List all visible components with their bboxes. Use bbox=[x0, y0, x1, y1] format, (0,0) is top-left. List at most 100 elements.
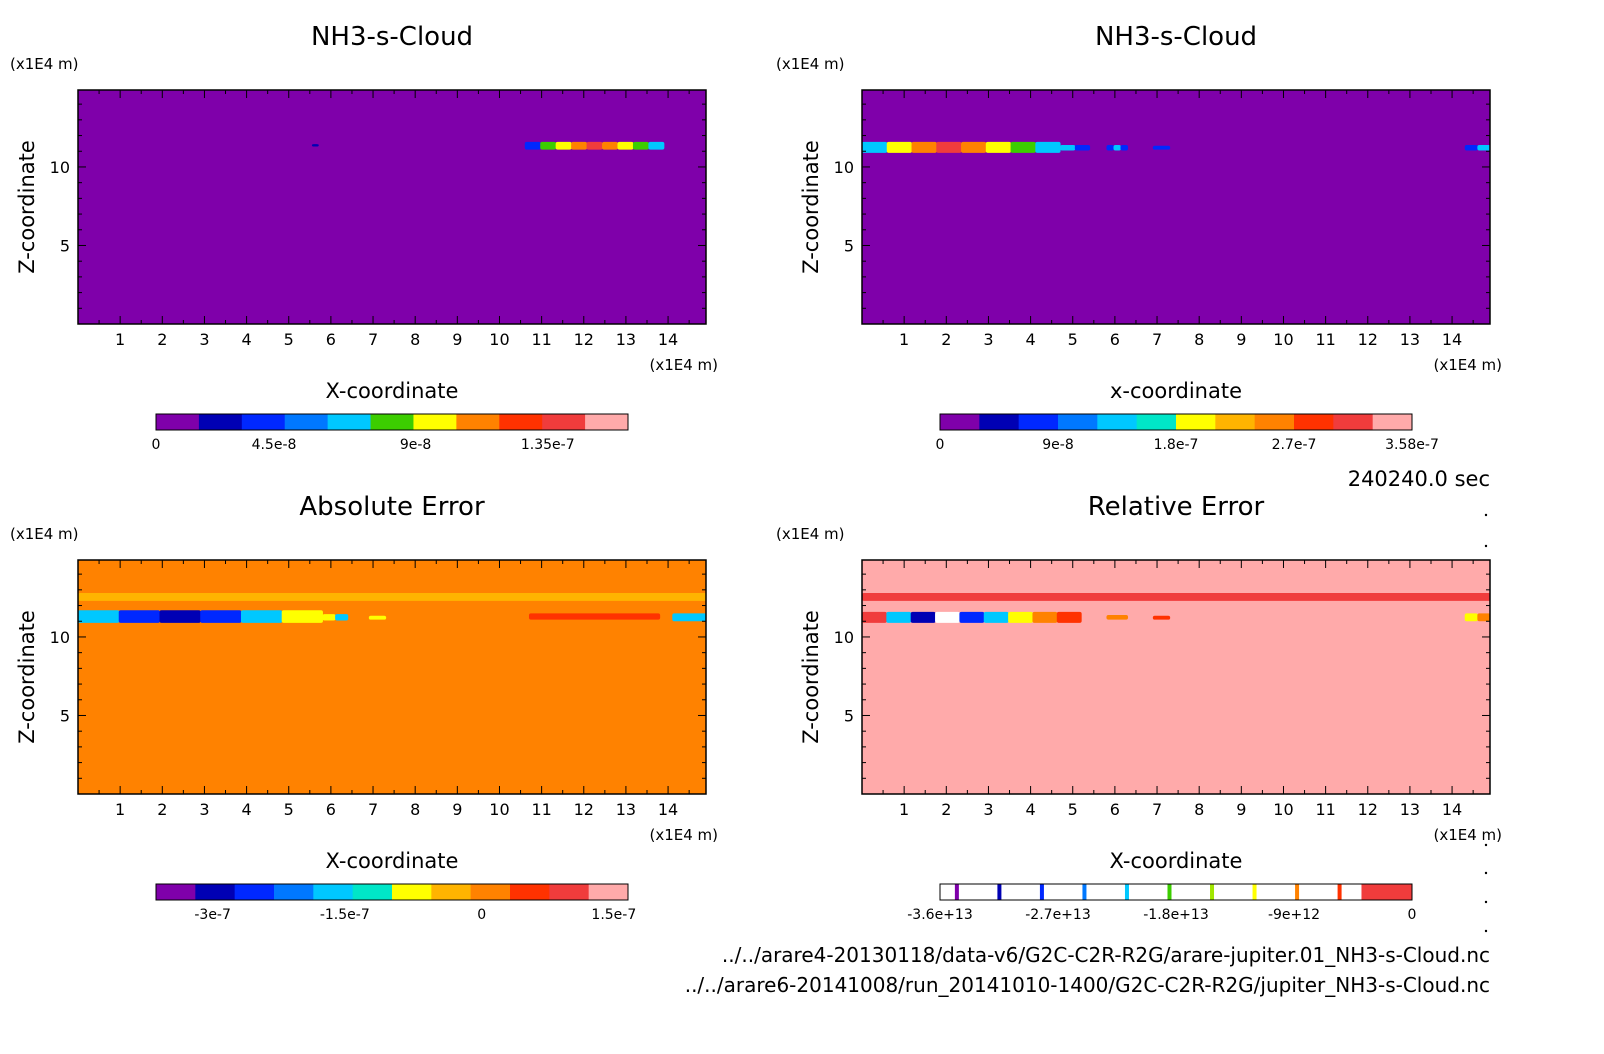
contour-feature bbox=[1106, 144, 1114, 151]
colorbar-segment bbox=[588, 884, 629, 900]
contour-feature bbox=[648, 141, 665, 150]
x-axis-label: X-coordinate bbox=[326, 379, 459, 403]
x-tick-label: 3 bbox=[983, 800, 993, 819]
panel-title: Relative Error bbox=[1088, 492, 1265, 522]
x-tick-label: 5 bbox=[1068, 330, 1078, 349]
colorbar-segment bbox=[156, 414, 200, 430]
x-unit-label: (x1E4 m) bbox=[649, 356, 718, 374]
contour-feature bbox=[586, 141, 603, 150]
colorbar-label: 2.7e-7 bbox=[1272, 437, 1317, 453]
contour-feature bbox=[368, 615, 387, 620]
plot-frame bbox=[861, 89, 1491, 325]
contour-feature bbox=[862, 592, 1491, 601]
colorbar-segment bbox=[1176, 414, 1216, 430]
colorbar-segment bbox=[1333, 414, 1374, 430]
contour-feature bbox=[617, 141, 634, 150]
x-unit-label: (x1E4 m) bbox=[1433, 826, 1502, 844]
contour-feature bbox=[672, 613, 707, 622]
x-tick-label: 1 bbox=[899, 800, 909, 819]
contour-feature bbox=[1032, 611, 1058, 623]
contour-feature bbox=[1010, 141, 1036, 153]
contour-feature bbox=[602, 141, 618, 150]
colorbar-segment bbox=[1136, 414, 1177, 430]
colorbar-segment bbox=[1124, 884, 1129, 900]
contour-feature bbox=[118, 610, 160, 623]
x-tick-label: 2 bbox=[157, 800, 167, 819]
colorbar-label: 4.5e-8 bbox=[252, 437, 297, 453]
panel-title: Absolute Error bbox=[299, 492, 485, 522]
colorbar-frame bbox=[939, 413, 1413, 431]
x-tick-label: 3 bbox=[199, 800, 209, 819]
colorbar-segment bbox=[1215, 414, 1256, 430]
colorbar-label: 1.35e-7 bbox=[521, 437, 575, 453]
x-tick-label: 9 bbox=[452, 800, 462, 819]
colorbar-segment bbox=[327, 414, 372, 430]
contour-feature bbox=[983, 611, 1009, 623]
x-tick-label: 6 bbox=[1110, 800, 1120, 819]
colorbar-frame bbox=[155, 413, 629, 431]
contour-feature bbox=[1035, 141, 1061, 153]
x-tick-label: 6 bbox=[326, 800, 336, 819]
colorbar-segment bbox=[1097, 414, 1138, 430]
colorbar-segment bbox=[954, 884, 959, 900]
contour-feature bbox=[528, 613, 661, 620]
x-tick-label: 5 bbox=[1068, 800, 1078, 819]
colorbar-label: 0 bbox=[477, 907, 486, 923]
colorbar-segment bbox=[284, 414, 329, 430]
x-tick-label: 10 bbox=[489, 330, 509, 349]
colorbar-segment bbox=[1294, 414, 1334, 430]
colorbar-segment bbox=[1372, 414, 1413, 430]
panel-title: NH3-s-Cloud bbox=[311, 22, 473, 52]
panel-title: NH3-s-Cloud bbox=[1095, 22, 1257, 52]
contour-feature bbox=[886, 611, 912, 623]
contour-feature bbox=[1477, 613, 1491, 622]
plot-frame bbox=[77, 89, 707, 325]
colorbar-segment bbox=[940, 884, 1412, 900]
field-background bbox=[78, 90, 706, 324]
colorbar-label: -1.5e-7 bbox=[320, 907, 370, 923]
y-unit-label: (x1E4 m) bbox=[776, 55, 845, 73]
colorbar-label: 0 bbox=[152, 437, 161, 453]
colorbar-label: 1.8e-7 bbox=[1154, 437, 1199, 453]
colorbar-segment bbox=[1361, 884, 1412, 900]
y-tick-label: 10 bbox=[50, 158, 70, 177]
x-tick-label: 8 bbox=[410, 800, 420, 819]
colorbar-segment bbox=[940, 414, 980, 430]
contour-feature bbox=[1152, 145, 1171, 150]
colorbar-segment bbox=[1082, 884, 1087, 900]
colorbar-segment bbox=[156, 884, 196, 900]
colorbar-segment bbox=[510, 884, 550, 900]
colorbar-segment bbox=[431, 884, 472, 900]
y-tick-label: 10 bbox=[834, 628, 854, 647]
colorbar-segment bbox=[1254, 414, 1295, 430]
y-tick-label: 10 bbox=[50, 628, 70, 647]
x-tick-label: 13 bbox=[616, 330, 636, 349]
colorbar-segment bbox=[274, 884, 314, 900]
y-unit-label: (x1E4 m) bbox=[776, 525, 845, 543]
contour-feature bbox=[1008, 611, 1033, 623]
source-file-2: ../../arare6-20141008/run_20141010-1400/… bbox=[685, 973, 1490, 997]
plot-frame bbox=[77, 559, 707, 795]
y-tick-label: 5 bbox=[844, 706, 854, 725]
x-tick-label: 11 bbox=[531, 800, 551, 819]
colorbar-segment bbox=[470, 884, 511, 900]
contour-feature bbox=[78, 610, 120, 623]
contour-feature bbox=[1120, 144, 1129, 151]
colorbar-segment bbox=[1337, 884, 1342, 900]
x-tick-label: 6 bbox=[326, 330, 336, 349]
x-tick-label: 14 bbox=[658, 800, 678, 819]
colorbar-segment bbox=[585, 414, 629, 430]
colorbar-segment bbox=[499, 414, 543, 430]
x-tick-label: 3 bbox=[983, 330, 993, 349]
contour-feature bbox=[322, 614, 336, 621]
x-tick-label: 8 bbox=[1194, 330, 1204, 349]
x-tick-label: 1 bbox=[899, 330, 909, 349]
source-file-1: ../../arare4-20130118/data-v6/G2C-C2R-R2… bbox=[722, 943, 1490, 967]
x-tick-label: 7 bbox=[368, 330, 378, 349]
colorbar-segment bbox=[1018, 414, 1059, 430]
colorbar-segment bbox=[198, 414, 243, 430]
contour-feature bbox=[335, 614, 349, 621]
